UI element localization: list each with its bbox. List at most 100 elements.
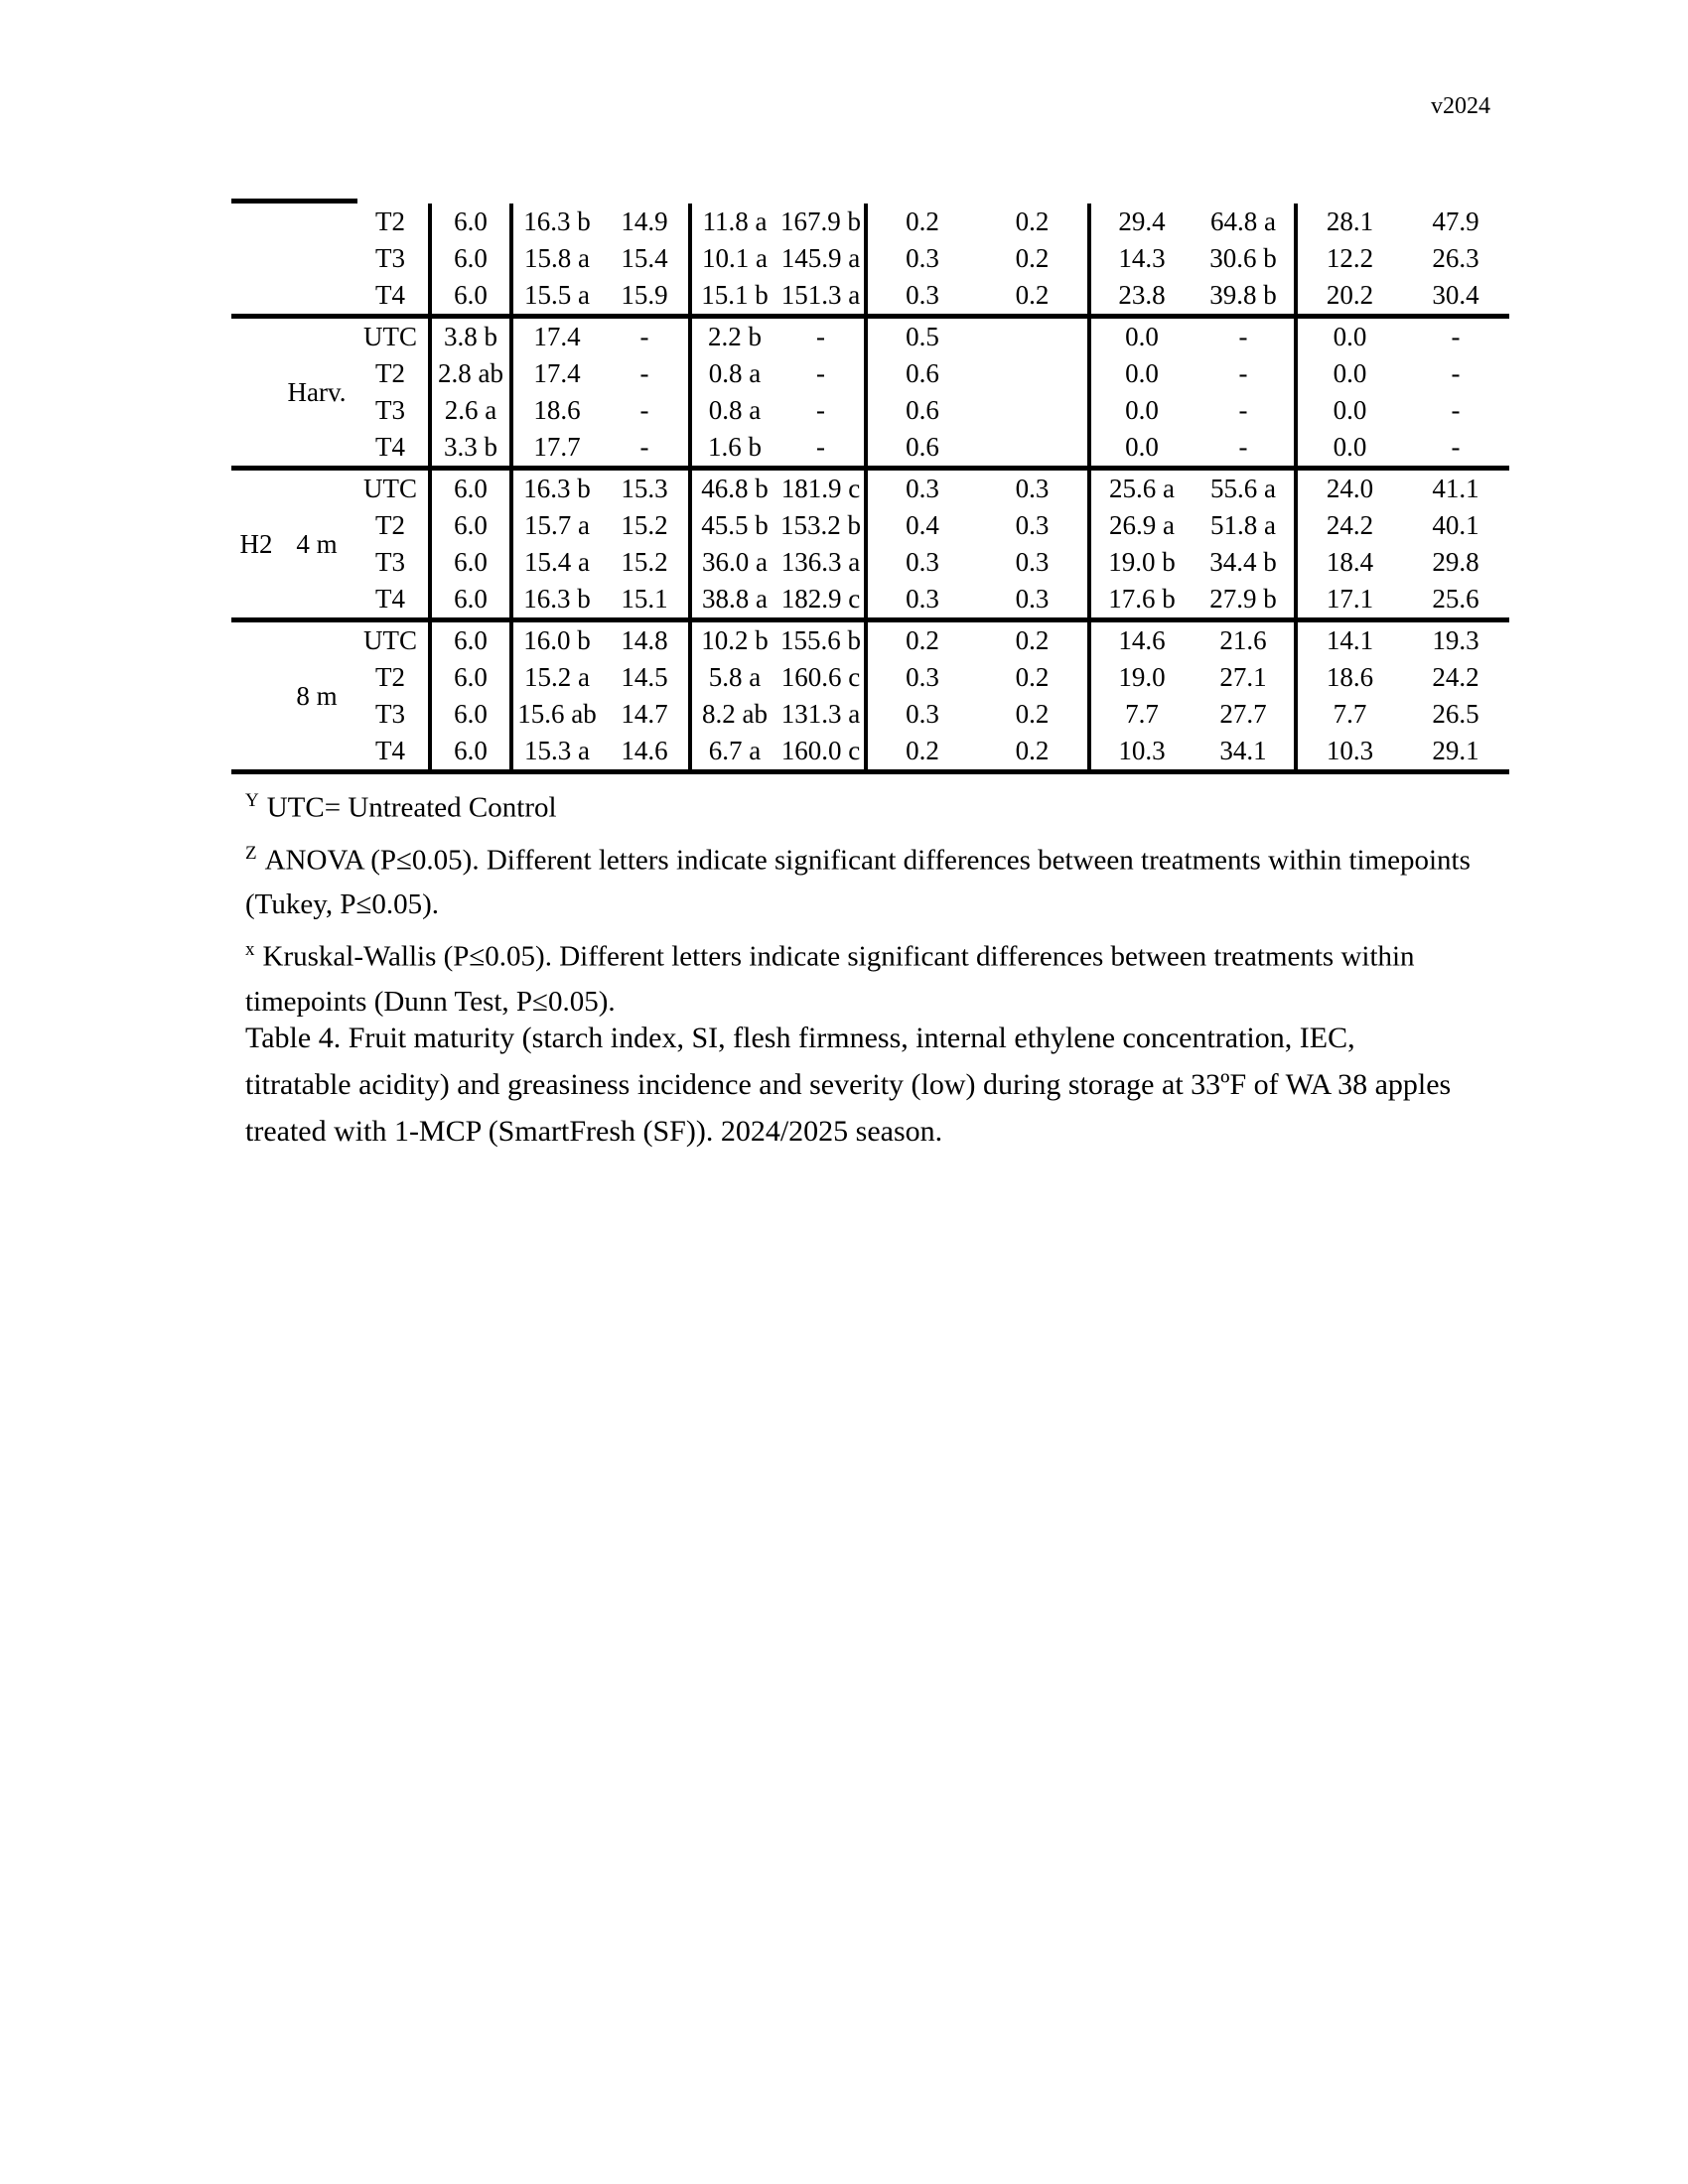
- cell-iec-1: 1.6 b: [688, 429, 777, 471]
- cell-iec-2: 182.9 c: [777, 581, 866, 622]
- treatment-label: T3: [375, 395, 405, 425]
- cell-ta-1: 0.2: [864, 204, 977, 240]
- cell-firmness-2: 14.8: [621, 625, 668, 655]
- cell-greasiness-incidence-1: 19.0: [1087, 659, 1193, 696]
- cell-firmness-1: 15.8 a: [509, 240, 601, 277]
- cell-ta-1: 0.3: [864, 468, 977, 507]
- cell-greasiness-severity-2: 25.6: [1402, 581, 1509, 622]
- cell-firmness-2: -: [639, 322, 649, 351]
- cell-ta-2: 0.2: [977, 277, 1089, 319]
- cell-firmness-2: 14.9: [621, 206, 668, 236]
- cell-firmness-1: 18.6: [509, 392, 601, 429]
- cell-iec-1: 38.8 a: [688, 581, 777, 622]
- cell-ta-1: 0.3: [864, 659, 977, 696]
- cell-iec-2: 153.2 b: [780, 510, 861, 540]
- cell-greasiness-severity-2: 24.2: [1432, 662, 1479, 692]
- cell-firmness-1: 15.7 a: [509, 507, 601, 544]
- period-label: 8 m: [281, 619, 352, 774]
- cell-greasiness-severity-1: 17.1: [1294, 581, 1402, 622]
- treatment-label: T2: [375, 510, 405, 540]
- cell-si: 6.0: [428, 619, 511, 659]
- cell-greasiness-incidence-1: 19.0 b: [1087, 544, 1193, 581]
- cell-ta-1: 0.6: [864, 392, 977, 429]
- cell-iec-1: 46.8 b: [688, 468, 777, 507]
- cell-firmness-1: 16.3 b: [509, 468, 601, 507]
- cell-greasiness-severity-2: 41.1: [1432, 474, 1479, 503]
- treatment-label: T2: [375, 662, 405, 692]
- period-label: [281, 204, 352, 319]
- cell-iec-1: 0.8 a: [688, 355, 777, 392]
- cell-ta-2: 0.3: [1015, 474, 1050, 503]
- cell-greasiness-incidence-2: 27.9 b: [1193, 581, 1296, 622]
- cell-firmness-2: 15.3: [621, 474, 668, 503]
- cell-firmness-1: 16.3 b: [509, 204, 601, 240]
- footnote-continuation: timepoints (Dunn Test, P≤0.05).: [245, 985, 616, 1018]
- cell-si: 6.0: [428, 277, 511, 319]
- cell-greasiness-incidence-2: 39.8 b: [1193, 277, 1296, 319]
- cell-greasiness-severity-1: 20.2: [1294, 277, 1402, 319]
- treatment-label: T4: [352, 277, 430, 319]
- cell-greasiness-severity-2: -: [1402, 429, 1509, 471]
- cell-greasiness-incidence-2: -: [1238, 322, 1248, 351]
- cell-firmness-2: 15.2: [621, 547, 668, 577]
- cell-ta-2: [977, 429, 1089, 471]
- cell-ta-2: 0.2: [1015, 243, 1050, 273]
- table-row: T3 2.6 a 18.6 - 0.8 a - 0.6 0.0 - 0.0 -: [231, 392, 1509, 429]
- table-row: T3 6.0 15.8 a 15.4 10.1 a 145.9 a 0.3 0.2 14.3 30…: [231, 240, 1509, 277]
- cell-si: 6.0: [428, 468, 511, 507]
- cell-iec-2: 151.3 a: [777, 277, 866, 319]
- cell-firmness-2: 15.2: [621, 510, 668, 540]
- cell-firmness-2: 14.7: [621, 699, 668, 729]
- cell-greasiness-severity-2: 26.3: [1432, 243, 1479, 273]
- cell-greasiness-severity-2: 29.1: [1402, 733, 1509, 774]
- cell-greasiness-incidence-2: 55.6 a: [1210, 474, 1276, 503]
- cell-ta-2: 0.3: [1015, 547, 1050, 577]
- cell-ta-2: 0.2: [1015, 699, 1050, 729]
- cell-greasiness-incidence-1: 26.9 a: [1087, 507, 1193, 544]
- footnote-continuation: (Tukey, P≤0.05).: [245, 888, 440, 921]
- cell-greasiness-incidence-1: 14.6: [1087, 619, 1193, 659]
- cell-firmness-1: 15.5 a: [509, 277, 601, 319]
- cell-firmness-1: 15.4 a: [509, 544, 601, 581]
- treatment-label: T3: [375, 243, 405, 273]
- treatment-label: UTC: [363, 625, 417, 655]
- table-row: T4 6.0 16.3 b 15.1 38.8 a 182.9 c 0.3 0.3 17.6 b…: [231, 581, 1509, 622]
- cell-si: 2.6 a: [428, 392, 511, 429]
- cell-iec-2: -: [816, 395, 825, 425]
- cell-greasiness-incidence-1: 25.6 a: [1087, 468, 1193, 507]
- treatment-label: UTC: [363, 322, 417, 351]
- cell-greasiness-incidence-1: 7.7: [1087, 696, 1193, 733]
- cell-ta-2: 0.2: [1015, 662, 1050, 692]
- cell-iec-2: 160.6 c: [780, 662, 861, 692]
- cell-greasiness-severity-1: 18.6: [1294, 659, 1402, 696]
- version-tag: v2024: [1431, 93, 1490, 119]
- treatment-label: T4: [352, 429, 430, 471]
- footnotes: Y UTC= Untreated Control Z ANOVA (P≤0.05). …: [245, 778, 1477, 1024]
- caption-line: Table 4. Fruit maturity (starch index, S…: [245, 1022, 1355, 1054]
- cell-firmness-1: 15.3 a: [509, 733, 601, 774]
- table-row: T2 2.8 ab 17.4 - 0.8 a - 0.6 0.0 - 0.0 -: [231, 355, 1509, 392]
- treatment-label: T4: [352, 733, 430, 774]
- cell-greasiness-severity-1: 24.2: [1294, 507, 1402, 544]
- cell-si: 2.8 ab: [428, 355, 511, 392]
- cell-iec-1: 10.2 b: [688, 619, 777, 659]
- cell-greasiness-incidence-2: 30.6 b: [1209, 243, 1277, 273]
- cell-greasiness-severity-2: -: [1451, 395, 1461, 425]
- cell-firmness-1: 17.4: [509, 316, 601, 355]
- table-4: T2 6.0 16.3 b 14.9 11.8 a 167.9 b 0.2 0.2 29.4 64…: [231, 199, 1509, 774]
- cell-si: 6.0: [428, 581, 511, 622]
- cell-greasiness-incidence-2: 34.1: [1193, 733, 1296, 774]
- cell-greasiness-severity-1: 7.7: [1294, 696, 1402, 733]
- table-row: T2 6.0 16.3 b 14.9 11.8 a 167.9 b 0.2 0.2 29.4 64…: [231, 204, 1509, 319]
- footnote: Y UTC= Untreated Control: [245, 790, 557, 824]
- cell-greasiness-incidence-2: 64.8 a: [1210, 206, 1276, 236]
- cell-si: 3.8 b: [428, 316, 511, 355]
- block-label: [231, 204, 281, 319]
- cell-si: 6.0: [428, 696, 511, 733]
- treatment-label: T2: [375, 358, 405, 388]
- cell-greasiness-severity-1: 28.1: [1294, 204, 1402, 240]
- results-table: T2 6.0 16.3 b 14.9 11.8 a 167.9 b 0.2 0.2 29.4 64…: [231, 204, 1509, 774]
- cell-firmness-2: 14.6: [601, 733, 690, 774]
- period-label: 4 m: [281, 468, 352, 622]
- cell-greasiness-incidence-2: 27.7: [1219, 699, 1267, 729]
